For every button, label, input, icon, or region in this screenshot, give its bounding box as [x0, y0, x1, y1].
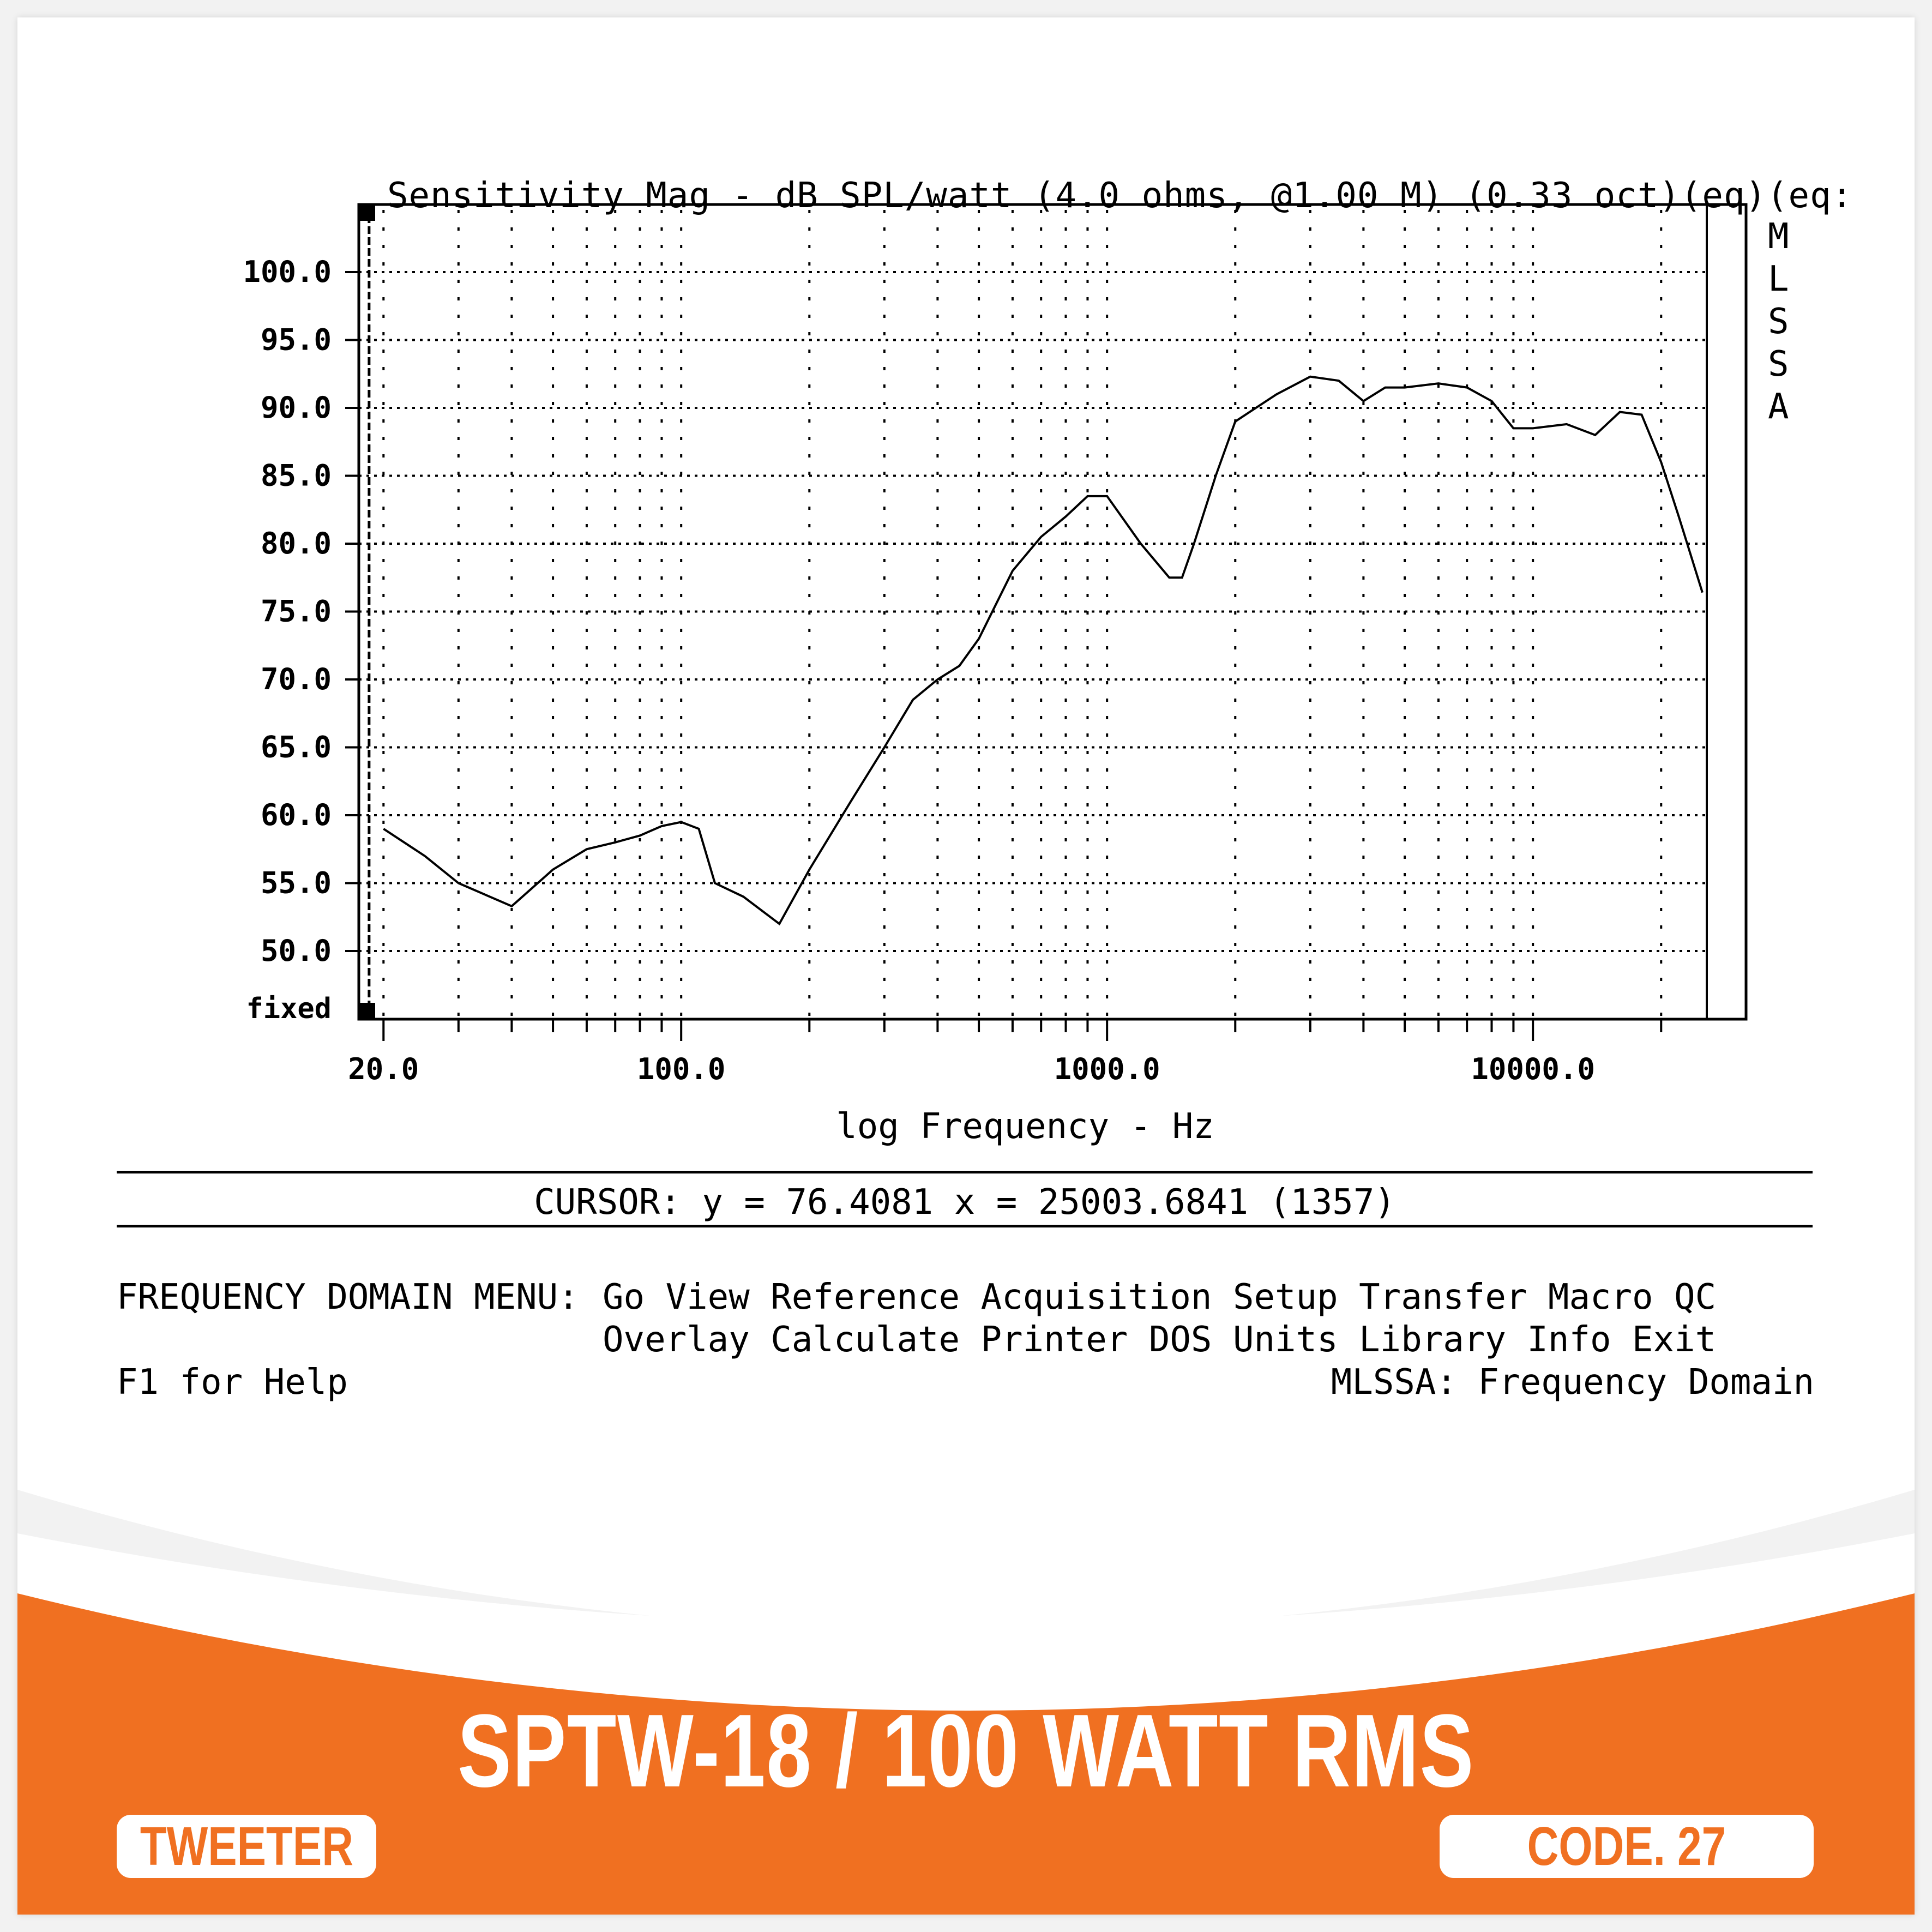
svg-text:80.0: 80.0: [261, 526, 332, 561]
svg-text:75.0: 75.0: [261, 594, 332, 629]
svg-text:55.0: 55.0: [261, 866, 332, 900]
svg-text:10000.0: 10000.0: [1471, 1052, 1595, 1086]
svg-text:95.0: 95.0: [261, 323, 332, 357]
svg-text:100.0: 100.0: [637, 1052, 726, 1086]
svg-text:60.0: 60.0: [261, 798, 332, 832]
menu-items-row2[interactable]: Overlay Calculate Printer DOS Units Libr…: [603, 1320, 1717, 1360]
menu-items-row1[interactable]: Go View Reference Acquisition Setup Tran…: [603, 1277, 1717, 1317]
svg-text:S: S: [1768, 344, 1789, 384]
svg-text:50.0: 50.0: [261, 934, 332, 968]
chart-title: Sensitivity Mag - dB SPL/watt (4.0 ohms,…: [387, 176, 1853, 216]
code-badge-text: CODE. 27: [1527, 1815, 1726, 1877]
code-badge: CODE. 27: [1440, 1815, 1814, 1878]
svg-text:1000.0: 1000.0: [1054, 1052, 1160, 1086]
status-label: MLSSA: Frequency Domain: [1331, 1362, 1814, 1403]
svg-text:65.0: 65.0: [261, 730, 332, 765]
svg-text:70.0: 70.0: [261, 662, 332, 696]
svg-text:S: S: [1768, 302, 1789, 342]
cursor-readout-bar: CURSOR: y = 76.4081 x = 25003.6841 (1357…: [117, 1171, 1813, 1227]
svg-text:M: M: [1768, 216, 1789, 257]
svg-text:90.0: 90.0: [261, 390, 332, 425]
svg-text:100.0: 100.0: [243, 255, 332, 289]
menu-row-2[interactable]: Overlay Calculate Printer DOS Units Libr…: [603, 1320, 1716, 1360]
svg-text:85.0: 85.0: [261, 459, 332, 493]
cursor-readout: CURSOR: y = 76.4081 x = 25003.6841 (1357…: [534, 1182, 1395, 1223]
response-curve: [383, 375, 1704, 926]
help-hint: F1 for Help: [117, 1362, 348, 1403]
frequency-response-chart: 100.0 95.0 90.0 85.0 80.0 75.0 70.0 65.0 60.0 55.…: [243, 203, 1789, 1147]
menu-row-1[interactable]: Go View Reference Acquisition Setup Tran…: [603, 1277, 1716, 1317]
svg-text:log Frequency - Hz: log Frequency - Hz: [836, 1106, 1214, 1147]
product-headline: SPTW-18 / 100 WATT RMS: [458, 1693, 1474, 1809]
type-badge: TWEETER: [117, 1815, 376, 1878]
svg-text:L: L: [1768, 259, 1789, 299]
svg-text:20.0: 20.0: [348, 1052, 419, 1086]
product-card: Sensitivity Mag - dB SPL/watt (4.0 ohms,…: [17, 17, 1915, 1915]
svg-text:A: A: [1768, 387, 1789, 427]
menu-label: FREQUENCY DOMAIN MENU:: [117, 1277, 579, 1317]
svg-text:fixed: fixed: [246, 992, 332, 1025]
type-badge-text: TWEETER: [140, 1815, 353, 1877]
